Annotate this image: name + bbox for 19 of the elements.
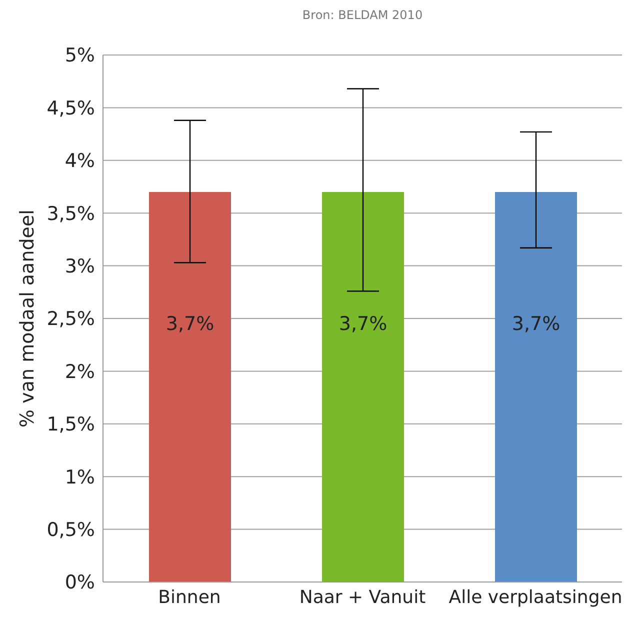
- y-tick-label: 3%: [64, 256, 95, 278]
- y-tick-label: 0,5%: [46, 519, 95, 542]
- y-tick-label: 2%: [64, 360, 95, 383]
- y-tick-label: 5%: [64, 44, 95, 67]
- y-tick-label: 1,5%: [46, 414, 95, 436]
- x-tick-label: Alle verplaatsingen: [448, 586, 622, 608]
- y-tick-label: 3,5%: [46, 202, 95, 225]
- y-tick-label: 0%: [64, 572, 95, 594]
- y-axis-title: % van modaal aandeel: [16, 210, 39, 428]
- y-tick-label: 1%: [64, 466, 95, 488]
- y-tick-label: 2,5%: [46, 308, 95, 330]
- x-tick-label: Naar + Vanuit: [299, 586, 426, 608]
- data-label: 3,7%: [338, 312, 388, 335]
- y-tick-label: 4%: [64, 150, 95, 172]
- data-label: 3,7%: [166, 312, 214, 335]
- y-tick-label: 4,5%: [46, 97, 95, 120]
- data-label: 3,7%: [512, 312, 560, 335]
- text: Bron: BELDAM 2010: [301, 8, 424, 22]
- x-tick-label: Binnen: [158, 586, 221, 608]
